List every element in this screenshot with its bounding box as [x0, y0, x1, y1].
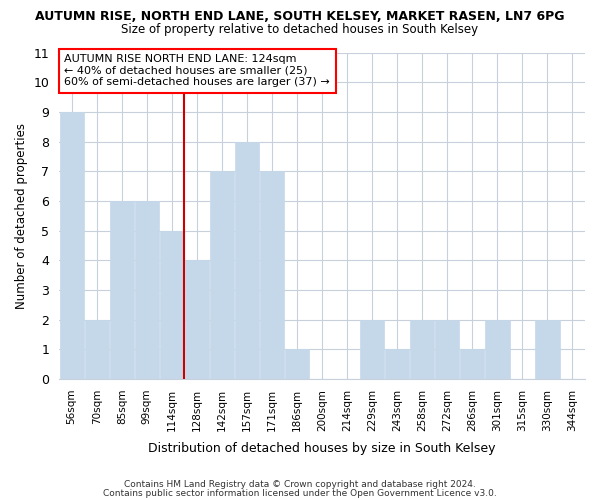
Bar [110, 201, 134, 379]
Bar [360, 320, 385, 379]
Bar [134, 201, 159, 379]
Bar [435, 320, 460, 379]
Bar [59, 112, 84, 379]
Bar [210, 171, 234, 379]
Text: Contains HM Land Registry data © Crown copyright and database right 2024.: Contains HM Land Registry data © Crown c… [124, 480, 476, 489]
Bar [260, 171, 284, 379]
Bar [85, 320, 109, 379]
Bar [385, 350, 409, 379]
X-axis label: Distribution of detached houses by size in South Kelsey: Distribution of detached houses by size … [148, 442, 496, 455]
Y-axis label: Number of detached properties: Number of detached properties [15, 123, 28, 309]
Bar [460, 350, 484, 379]
Text: AUTUMN RISE, NORTH END LANE, SOUTH KELSEY, MARKET RASEN, LN7 6PG: AUTUMN RISE, NORTH END LANE, SOUTH KELSE… [35, 10, 565, 23]
Text: Size of property relative to detached houses in South Kelsey: Size of property relative to detached ho… [121, 22, 479, 36]
Bar [410, 320, 434, 379]
Bar [285, 350, 309, 379]
Bar [535, 320, 560, 379]
Text: AUTUMN RISE NORTH END LANE: 124sqm
← 40% of detached houses are smaller (25)
60%: AUTUMN RISE NORTH END LANE: 124sqm ← 40%… [64, 54, 330, 88]
Bar [185, 260, 209, 379]
Bar [485, 320, 509, 379]
Bar [160, 230, 184, 379]
Text: Contains public sector information licensed under the Open Government Licence v3: Contains public sector information licen… [103, 488, 497, 498]
Bar [235, 142, 259, 379]
